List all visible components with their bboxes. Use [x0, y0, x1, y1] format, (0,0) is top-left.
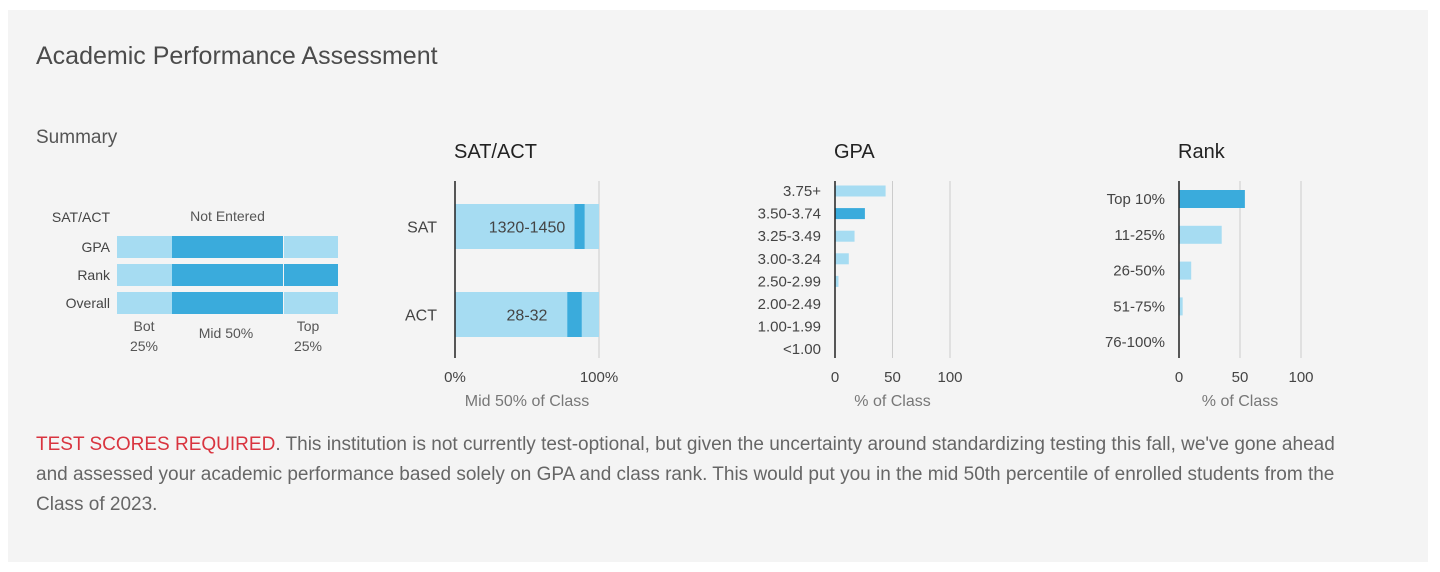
summary-title: Summary	[36, 127, 118, 148]
summary-bar-middle	[172, 264, 283, 286]
footer-note: TEST SCORES REQUIRED. This institution i…	[36, 430, 1356, 520]
summary-bar-top	[284, 292, 338, 314]
summary-row-label: Overall	[65, 295, 110, 311]
rank-category-label: Top 10%	[1107, 191, 1165, 208]
rank-xtick: 0	[1175, 369, 1183, 386]
assessment-panel	[8, 10, 1428, 562]
gpa-category-label: 3.75+	[783, 183, 821, 200]
summary-bar-bottom	[117, 292, 172, 314]
summary-row-label: Rank	[77, 267, 110, 283]
summary-bar-middle	[172, 292, 283, 314]
gpa-category-label: 1.00-1.99	[758, 319, 821, 336]
rank-category-label: 26-50%	[1113, 263, 1165, 280]
rank-xtick: 50	[1232, 369, 1249, 386]
rank-bar	[1179, 297, 1183, 316]
gpa-category-label: 3.00-3.24	[758, 251, 821, 268]
test-scores-required-label: TEST SCORES REQUIRED	[36, 434, 276, 455]
gpa-category-label: 2.50-2.99	[758, 273, 821, 290]
summary-legend-bottom: Bot 25%	[129, 318, 159, 354]
gpa-category-label: <1.00	[783, 341, 821, 358]
sat-xlabel: Mid 50% of Class	[465, 393, 590, 410]
gpa-xtick: 0	[831, 369, 839, 386]
summary-row-label: GPA	[81, 239, 110, 255]
summary-bar-middle	[172, 236, 283, 258]
rank-category-label: 76-100%	[1105, 334, 1165, 351]
rank-bar	[1179, 225, 1222, 244]
gpa-xtick: 100	[937, 369, 962, 386]
summary-row-label: SAT/ACT	[51, 209, 110, 225]
sat-category-label: ACT	[405, 308, 437, 325]
gpa-category-label: 3.50-3.74	[758, 206, 821, 223]
sat-range-label: 28-32	[507, 308, 548, 325]
summary-bar-top	[284, 264, 338, 286]
sat-student-marker	[567, 292, 582, 337]
gpa-bar	[835, 230, 855, 242]
summary-bar-bottom	[117, 264, 172, 286]
rank-category-label: 11-25%	[1114, 227, 1165, 244]
sat-category-label: SAT	[407, 220, 437, 237]
page-title: Academic Performance Assessment	[36, 42, 438, 70]
footer-text: . This institution is not currently test…	[36, 434, 1335, 515]
sat-student-marker	[574, 204, 585, 249]
rank-xlabel: % of Class	[1202, 393, 1278, 410]
gpa-chart-title: GPA	[834, 141, 875, 163]
rank-bar	[1179, 261, 1192, 280]
summary-legend-middle: Mid 50%	[198, 325, 254, 341]
sat-xtick: 0%	[444, 369, 466, 386]
sat-act-chart-title: SAT/ACT	[454, 141, 537, 163]
gpa-bar	[835, 253, 849, 265]
summary-bar-bottom	[117, 236, 172, 258]
rank-xtick: 100	[1288, 369, 1313, 386]
rank-bar	[1179, 190, 1245, 208]
rank-category-label: 51-75%	[1113, 298, 1165, 315]
summary-bar-top	[284, 236, 338, 258]
gpa-xlabel: % of Class	[854, 393, 930, 410]
gpa-bar	[835, 185, 886, 197]
gpa-bar	[835, 275, 839, 287]
sat-xtick: 100%	[580, 369, 618, 386]
rank-chart-title: Rank	[1178, 141, 1225, 163]
gpa-bar	[835, 208, 865, 220]
gpa-category-label: 3.25-3.49	[758, 228, 821, 245]
summary-legend-top: Top 25%	[293, 318, 323, 354]
summary-row-value: Not Entered	[190, 208, 265, 224]
gpa-category-label: 2.00-2.49	[758, 296, 821, 313]
gpa-xtick: 50	[884, 369, 901, 386]
sat-range-label: 1320-1450	[489, 220, 566, 237]
